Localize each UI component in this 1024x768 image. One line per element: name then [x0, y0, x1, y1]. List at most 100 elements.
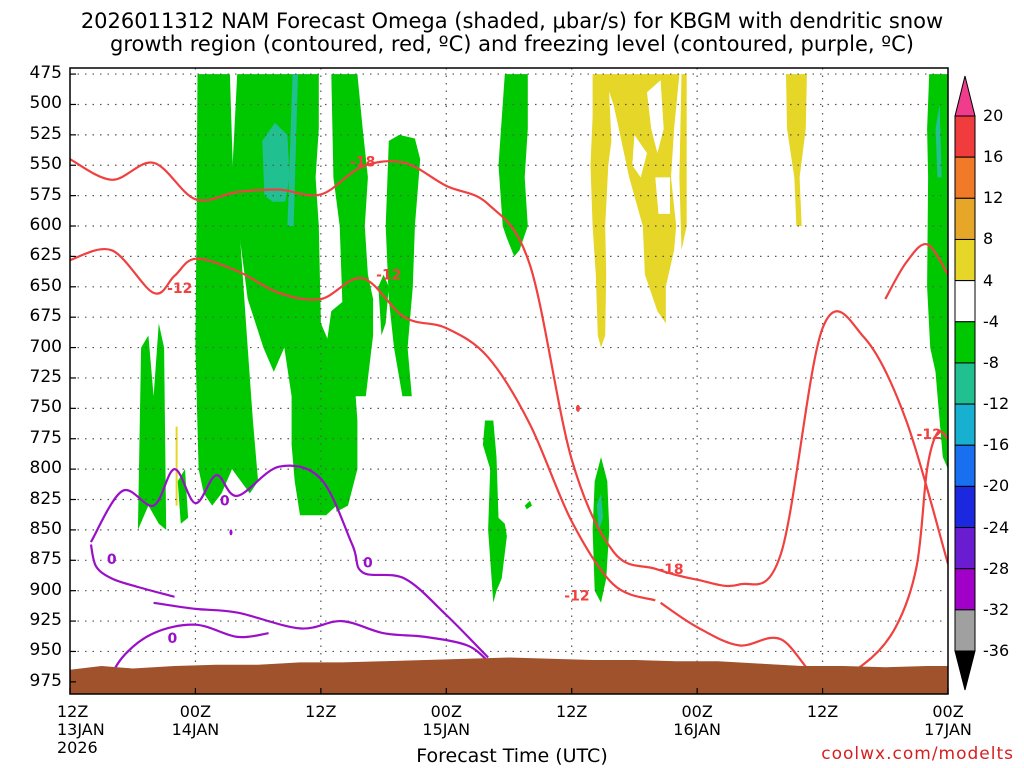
x-axis-label: 13JAN	[57, 720, 105, 739]
colorbar-label: -28	[983, 558, 1010, 578]
y-axis-label: 750	[29, 397, 62, 418]
x-axis-label: 12Z	[806, 702, 839, 721]
x-axis-label: 2026	[57, 738, 98, 757]
colorbar-label: -32	[983, 599, 1010, 619]
y-axis-label: 775	[29, 427, 62, 448]
chart-title-line1: 2026011312 NAM Forecast Omega (shaded, μ…	[80, 9, 944, 33]
x-axis-label: 16JAN	[673, 720, 721, 739]
omega-shade-region	[482, 420, 507, 603]
y-axis-label: 475	[29, 63, 62, 84]
y-axis-label: 500	[29, 93, 62, 114]
contour-label-layer: -18 -12 -12 -18 -12 -12 0 0 0 0	[107, 155, 942, 647]
terrain-ground	[70, 657, 948, 694]
colorbar-segment	[954, 444, 976, 487]
x-axis-label: 00Z	[430, 702, 462, 721]
freezing-level-contour	[89, 544, 175, 598]
colorbar-label: 16	[983, 147, 1004, 167]
contour-label: -12	[167, 281, 192, 297]
freezing-level-contour	[100, 623, 269, 694]
y-axis-label: 525	[29, 123, 62, 144]
omega-shade-region	[331, 74, 374, 397]
colorbar-segment	[954, 485, 976, 529]
y-axis-label: 850	[29, 518, 62, 539]
freezing-level-contour-dot	[229, 529, 233, 536]
x-axis-label: 00Z	[179, 702, 212, 721]
contour-label: 0	[107, 552, 117, 568]
contour-label: 0	[363, 556, 373, 572]
credit-text: coolwx.com/modelts	[821, 744, 1014, 764]
plot-frame	[69, 67, 949, 695]
freezing-level-contour	[89, 464, 489, 659]
dendritic-contour-dot	[575, 404, 580, 412]
colorbar-bottom-arrow	[954, 650, 976, 691]
omega-shade-region	[786, 74, 807, 226]
colorbar-top-arrow	[954, 75, 976, 117]
x-axis-title: Forecast Time (UTC)	[416, 745, 608, 767]
colorbar-segment	[954, 156, 976, 199]
x-axis-label: 14JAN	[171, 720, 220, 739]
x-axis-label: 12Z	[556, 702, 588, 721]
colorbar-label: 4	[983, 270, 994, 290]
omega-shade-region	[927, 74, 948, 470]
y-axis-label: 600	[29, 215, 62, 236]
colorbar-label: 12	[983, 188, 1004, 208]
colorbar-segment	[954, 238, 976, 282]
y-axis-label: 625	[29, 245, 62, 266]
colorbar-segment	[954, 321, 976, 364]
dendritic-contour	[70, 248, 656, 602]
colorbar-label: -24	[983, 517, 1010, 537]
contour-layer	[70, 158, 948, 694]
y-axis-label: 700	[29, 336, 62, 357]
y-axis-label: 725	[29, 366, 62, 387]
terrain-layer	[70, 657, 948, 694]
omega-shade-region	[378, 274, 389, 336]
colorbar-label: 20	[983, 106, 1004, 125]
colorbar-label: 8	[983, 229, 994, 249]
y-axis-label: 675	[29, 306, 62, 327]
contour-label: -12	[376, 268, 401, 284]
chart-title-line2: growth region (contoured, red, ºC) and f…	[110, 32, 914, 56]
freezing-level-contour	[153, 601, 489, 663]
y-axis-label: 900	[29, 579, 62, 600]
omega-shade-region	[500, 122, 515, 154]
dendritic-contour	[70, 158, 948, 588]
omega-shade-region	[524, 500, 532, 510]
omega-shade-region	[596, 493, 604, 530]
colorbar-segment	[954, 115, 976, 158]
y-axis-label: 575	[29, 184, 62, 205]
x-axis-label: 12Z	[57, 702, 89, 721]
colorbar-segment	[954, 609, 976, 652]
dendritic-contour	[659, 430, 948, 684]
x-axis-label: 00Z	[932, 702, 964, 721]
omega-shade-region	[679, 74, 687, 251]
y-axis-label: 875	[29, 549, 62, 570]
x-axis-label: 00Z	[681, 702, 713, 721]
contour-label: -18	[658, 562, 683, 578]
y-axis-label: 550	[29, 154, 62, 175]
dendritic-contour	[884, 243, 948, 300]
omega-shade-region	[590, 74, 612, 348]
colorbar-label: -12	[983, 394, 1010, 414]
omega-shade-region	[262, 122, 290, 202]
omega-shade-region	[287, 74, 298, 226]
omega-shade-region	[195, 74, 259, 506]
omega-shade-region	[385, 134, 421, 397]
contour-label: -18	[350, 155, 375, 171]
colorbar-segment	[954, 527, 976, 570]
y-axis-label: 825	[29, 488, 62, 509]
x-axis-label: 12Z	[305, 702, 337, 721]
contour-label: -12	[917, 427, 942, 443]
omega-shade-region	[177, 469, 189, 524]
colorbar-segment	[954, 362, 976, 405]
omega-shade-region	[137, 323, 167, 530]
y-axis-label: 800	[29, 458, 62, 479]
omega-shade-gap	[632, 134, 647, 178]
contour-label: -12	[564, 589, 589, 605]
colorbar-label: -16	[983, 435, 1010, 455]
colorbar-label: -20	[983, 476, 1010, 496]
x-axis-label: 15JAN	[422, 720, 471, 739]
y-axis-label: 650	[29, 275, 62, 296]
omega-shade-region	[592, 457, 610, 603]
contour-label: 0	[220, 494, 230, 510]
colorbar-label: -8	[983, 352, 999, 372]
